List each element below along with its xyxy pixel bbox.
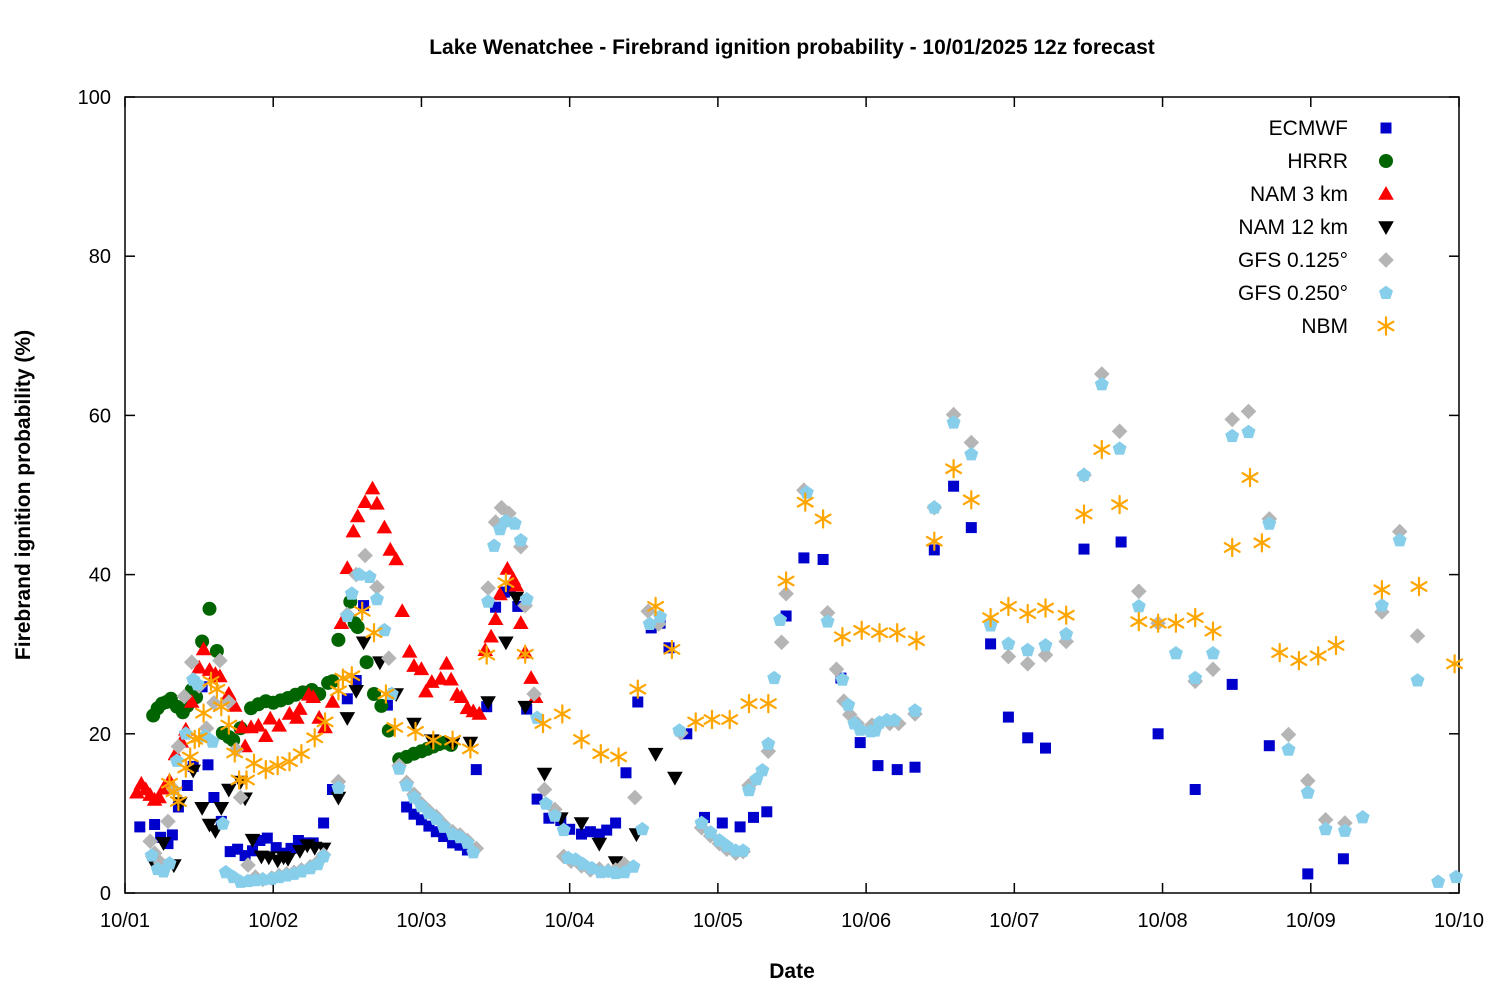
- legend-label: NAM 12 km: [1238, 216, 1348, 239]
- legend: ECMWF HRRR NAM 3 km NAM 12 km GFS 0.125° GFS …: [1238, 117, 1395, 338]
- series-container: [129, 366, 1464, 888]
- legend-item-ecmwf: ECMWF: [1269, 117, 1392, 140]
- legend-item-nbm: NBM: [1301, 315, 1395, 338]
- chart-title: Lake Wenatchee - Firebrand ignition prob…: [429, 36, 1155, 59]
- legend-item-gfs-0-250: GFS 0.250°: [1238, 282, 1393, 305]
- legend-item-gfs-0-125: GFS 0.125°: [1238, 249, 1394, 272]
- x-tick-label: 10/01: [100, 910, 150, 932]
- x-tick-label: 10/03: [396, 910, 446, 932]
- x-axis-title: Date: [769, 960, 815, 983]
- y-tick-label: 20: [89, 724, 111, 746]
- y-tick-label: 60: [89, 405, 111, 427]
- plot-frame: 10/01 10/02 10/03 10/04 10/05 10/06 10/07 10/08…: [78, 87, 1484, 932]
- legend-item-nam-3-km: NAM 3 km: [1250, 183, 1394, 206]
- x-tick-label: 10/06: [841, 910, 891, 932]
- legend-label: NBM: [1301, 315, 1348, 338]
- series-nbm: [161, 439, 1464, 812]
- y-tick-label: 100: [78, 87, 111, 109]
- x-tick-label: 10/04: [545, 910, 595, 932]
- series-gfs-0-250: [144, 377, 1463, 888]
- series-gfs-0-125: [142, 366, 1426, 888]
- legend-item-nam-12-km: NAM 12 km: [1238, 216, 1394, 239]
- plot-border: [124, 96, 1460, 894]
- legend-label: GFS 0.250°: [1238, 282, 1348, 305]
- legend-label: GFS 0.125°: [1238, 249, 1348, 272]
- y-axis-title: Firebrand ignition probability (%): [12, 330, 35, 660]
- x-tick-label: 10/02: [248, 910, 298, 932]
- legend-label: ECMWF: [1269, 117, 1348, 140]
- legend-label: NAM 3 km: [1250, 183, 1348, 206]
- x-tick-label: 10/10: [1434, 910, 1484, 932]
- y-tick-label: 80: [89, 246, 111, 268]
- x-tick-label: 10/08: [1138, 910, 1188, 932]
- x-tick-label: 10/07: [989, 910, 1039, 932]
- y-tick-label: 40: [89, 565, 111, 587]
- x-tick-label: 10/09: [1286, 910, 1336, 932]
- legend-item-hrrr: HRRR: [1287, 150, 1393, 173]
- x-tick-label: 10/05: [693, 910, 743, 932]
- y-tick-label: 0: [100, 883, 111, 905]
- series-ecmwf: [134, 480, 1349, 880]
- legend-label: HRRR: [1287, 150, 1348, 173]
